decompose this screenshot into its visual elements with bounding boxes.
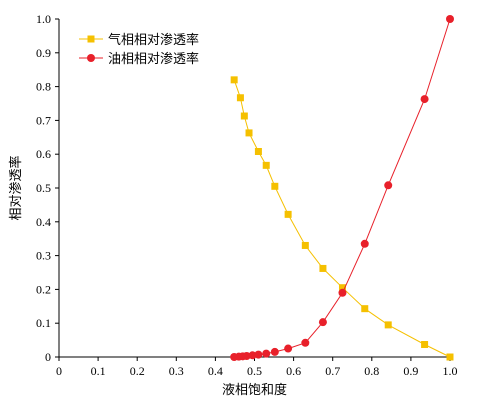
y-tick-label: 0.3 [36,249,51,263]
x-tick-label: 0.8 [364,364,379,378]
x-tick-label: 0.9 [403,364,418,378]
legend-label: 气相相对渗透率 [108,32,199,48]
data-point [248,351,257,360]
data-point [421,340,429,348]
legend-item: 气相相对渗透率 [79,32,199,48]
data-point [318,318,327,327]
y-tick-label: 1.0 [36,12,51,26]
data-point [338,284,346,292]
data-point [242,351,251,360]
legend-marker [87,35,95,43]
y-tick-label: 0.6 [36,147,51,161]
y-tick-label: 0.9 [36,46,51,60]
data-point [236,94,244,102]
legend-label: 油相相对渗透率 [108,51,199,67]
axes: 0 0.1 0.2 0.3 0.4 0.5 0.6 0.7 0.8 0.9 1.0 0 0.1 0.2 0.… [36,12,458,378]
series-line [233,79,451,358]
data-point [446,15,454,23]
x-tick-label: 1.0 [443,364,458,378]
legend-marker [87,54,95,62]
y-tick-label: 0.5 [36,181,51,195]
x-tick-label: 0.6 [286,364,301,378]
series-line [234,18,451,358]
data-point [384,321,392,329]
data-point [319,264,327,272]
y-tick-label: 0.2 [36,282,51,296]
data-point [338,288,347,297]
y-tick-label: 0.7 [36,113,51,127]
y-tick-label: 0.4 [36,215,51,229]
x-tick-label: 0.7 [325,364,340,378]
series-1 [230,76,454,361]
data-point [284,210,292,218]
data-point [262,161,270,169]
y-tick-label: 0.8 [36,80,51,94]
x-tick-label: 0 [56,364,62,378]
series-2 [230,15,454,361]
x-axis-label: 液相饱和度 [222,382,287,398]
data-point [420,95,429,104]
data-point [245,129,253,137]
data-point [384,181,393,190]
x-tick-label: 0.4 [208,364,223,378]
data-point [446,353,454,361]
data-point [301,338,310,347]
data-point [230,76,238,84]
data-point [254,350,263,359]
x-tick-label: 0.3 [169,364,184,378]
data-point [271,182,279,190]
series-layer [230,15,454,361]
data-point [254,147,262,155]
data-point [360,239,369,248]
data-point [301,241,309,249]
legend-item: 油相相对渗透率 [79,51,199,67]
data-point [240,112,248,120]
data-point [361,305,369,313]
x-tick-label: 0.5 [247,364,262,378]
data-point [284,344,293,353]
data-point [262,349,271,358]
y-tick-label: 0 [45,350,51,364]
y-tick-label: 0.1 [36,316,51,330]
x-tick-label: 0.2 [130,364,145,378]
x-tick-label: 0.1 [91,364,106,378]
y-axis-label: 相对渗透率 [8,155,24,220]
data-point [270,347,279,356]
